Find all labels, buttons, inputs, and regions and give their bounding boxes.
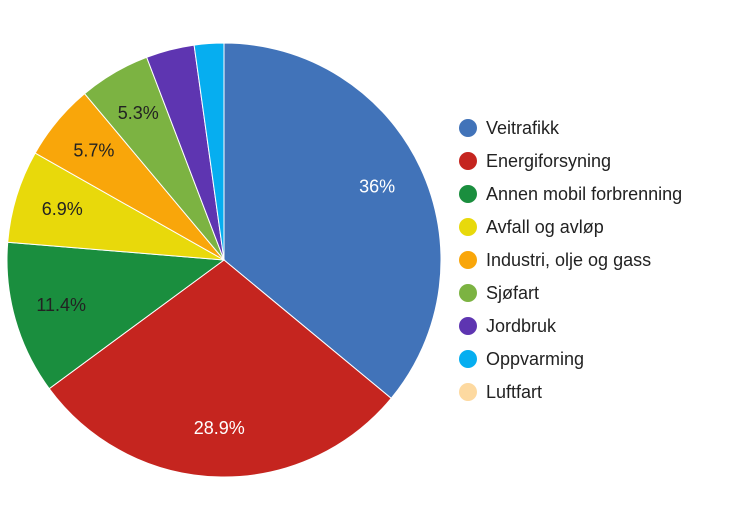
legend-swatch (459, 383, 477, 401)
legend-swatch (459, 284, 477, 302)
legend-label: Veitrafikk (486, 118, 560, 138)
pie-slice (48, 259, 392, 478)
slice-label: 5.7% (73, 140, 114, 160)
legend-swatch (459, 350, 477, 368)
legend-label: Avfall og avløp (486, 217, 604, 237)
slice-label: 28.9% (194, 418, 245, 438)
legend-label: Jordbruk (486, 316, 557, 336)
legend-label: Energiforsyning (486, 151, 611, 171)
slice-label: 6.9% (42, 199, 83, 219)
pie-slice (223, 42, 442, 400)
legend-swatch (459, 317, 477, 335)
legend-swatch (459, 185, 477, 203)
pie-slice (6, 241, 226, 390)
legend-label: Industri, olje og gass (486, 250, 651, 270)
legend-swatch (459, 152, 477, 170)
legend-label: Annen mobil forbrenning (486, 184, 682, 204)
legend-label: Sjøfart (486, 283, 539, 303)
legend-swatch (459, 119, 477, 137)
legend-swatch (459, 218, 477, 236)
slice-label: 36% (359, 177, 395, 197)
legend-label: Oppvarming (486, 349, 584, 369)
legend-label: Luftfart (486, 382, 542, 402)
legend-swatch (459, 251, 477, 269)
slice-label: 11.4% (36, 295, 86, 315)
slice-label: 5.3% (118, 103, 159, 123)
